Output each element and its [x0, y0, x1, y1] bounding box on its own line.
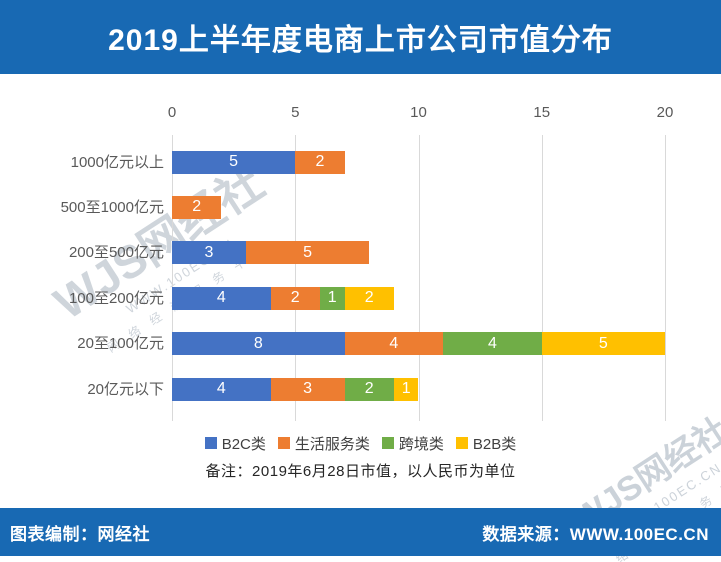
x-axis-tick-label: 15 — [533, 104, 551, 121]
footer-source: 数据来源：WWW.100EC.CN — [482, 524, 709, 544]
bar-segment-cross: 1 — [319, 286, 345, 310]
legend-swatch-icon — [204, 437, 217, 449]
grid-line — [665, 135, 666, 421]
legend-item: B2B类 — [455, 433, 517, 454]
category-label: 500至1000亿元 — [60, 198, 164, 216]
chart-note: 备注：2019年6月28日市值，以人民币为单位 — [205, 463, 516, 480]
x-axis-tick-label: 5 — [291, 104, 300, 121]
footer-bar: 图表编制：网经社 数据来源：WWW.100EC.CN — [0, 508, 721, 556]
bar-segment-life: 4 — [344, 332, 444, 356]
bar-segment-b2c: 4 — [172, 286, 271, 310]
bar-segment-life: 3 — [270, 377, 345, 401]
grid-line — [295, 135, 297, 421]
grid-line — [172, 135, 173, 421]
legend-label: 生活服务类 — [294, 435, 370, 453]
legend-item: B2C类 — [204, 433, 266, 454]
footer-credit: 图表编制：网经社 — [10, 524, 150, 544]
category-label: 20亿元以下 — [87, 380, 164, 398]
x-axis-tick-label: 10 — [410, 104, 427, 121]
bar-segment-b2c: 5 — [172, 150, 296, 174]
bar-row: 2 — [172, 195, 222, 219]
category-label: 100至200亿元 — [68, 289, 164, 307]
legend-label: B2C类 — [221, 435, 266, 453]
bar-segment-b2b: 1 — [393, 377, 419, 401]
legend-label: B2B类 — [472, 435, 517, 453]
bar-segment-b2c: 4 — [172, 377, 271, 401]
legend-label: 跨境类 — [398, 435, 444, 453]
legend-item: 跨境类 — [381, 433, 444, 454]
bar-segment-b2b: 2 — [344, 286, 394, 310]
grid-line — [541, 135, 543, 421]
legend-swatch-icon — [277, 437, 290, 449]
bar-segment-b2c: 3 — [172, 241, 246, 265]
category-label: 200至500亿元 — [68, 244, 164, 262]
category-label: 1000亿元以上 — [70, 153, 164, 171]
legend-swatch-icon — [455, 437, 468, 449]
bar-segment-life: 2 — [295, 150, 345, 174]
title-banner: 2019上半年度电商上市公司市值分布 — [0, 0, 721, 74]
x-axis-tick-label: 0 — [167, 104, 177, 121]
legend-swatch-icon — [381, 437, 394, 449]
plot-area: WJS网经社 WWW.100EC.CN 网络经济服务平台 WJS网经社 WWW.… — [0, 74, 721, 562]
x-axis-tick-label: 20 — [656, 104, 674, 121]
legend-item: 生活服务类 — [277, 433, 370, 454]
bar-segment-cross: 4 — [443, 332, 542, 356]
bar-segment-life: 2 — [270, 286, 320, 310]
bar-segment-cross: 2 — [344, 377, 394, 401]
category-label: 20至100亿元 — [77, 335, 164, 353]
bar-segment-b2c: 8 — [172, 332, 345, 356]
bar-segment-b2b: 5 — [541, 332, 665, 356]
bar-segment-life: 5 — [245, 241, 370, 265]
page-title: 2019上半年度电商上市公司市值分布 — [108, 24, 613, 57]
grid-line — [418, 135, 420, 421]
chart-legend: B2C类 生活服务类 跨境类 B2B类 — [0, 433, 721, 454]
bar-segment-life: 2 — [172, 195, 222, 219]
